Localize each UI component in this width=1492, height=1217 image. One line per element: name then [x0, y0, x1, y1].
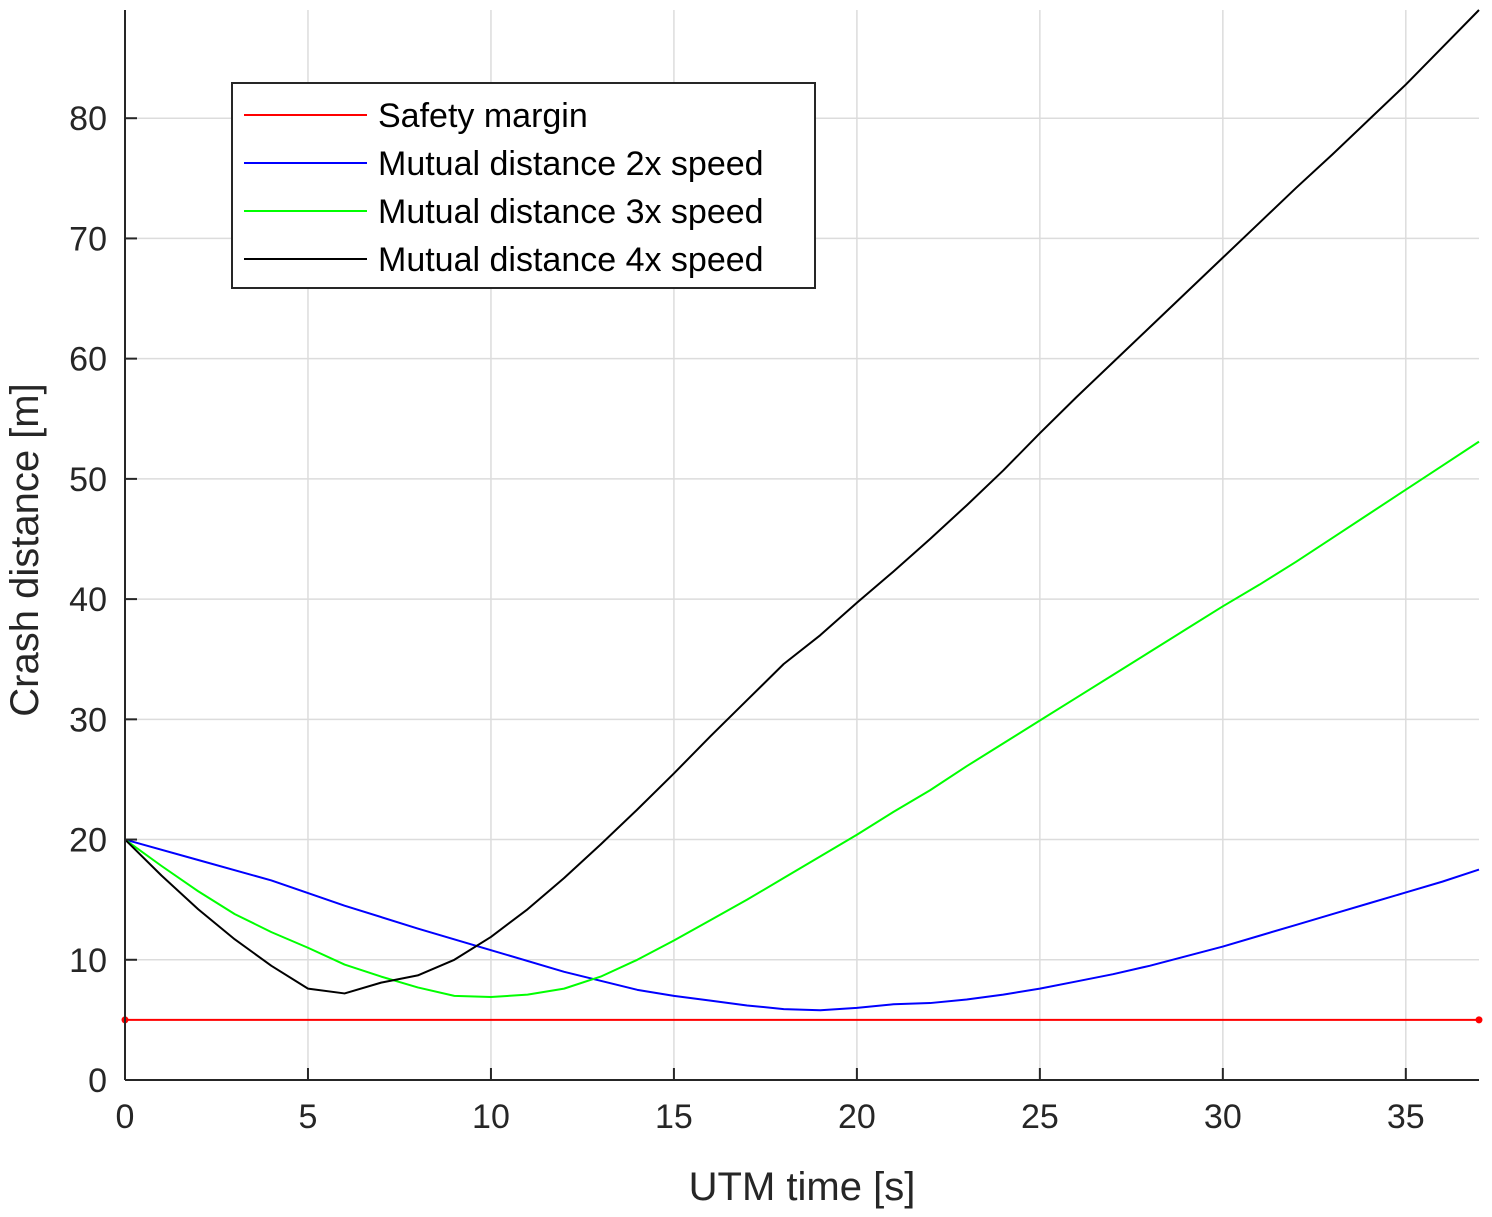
y-tick-label: 0	[88, 1062, 107, 1100]
legend-label-4: Mutual distance 4x speed	[378, 241, 764, 279]
series-line-2	[124, 838, 1480, 1012]
legend-label-2: Mutual distance 2x speed	[378, 145, 764, 183]
legend: Safety margin Mutual distance 2x speed Mut…	[231, 82, 816, 289]
y-tick-label: 20	[69, 822, 107, 860]
y-tick-label: 80	[69, 100, 107, 138]
x-tick-label: 5	[299, 1098, 318, 1136]
x-tick-label: 10	[472, 1098, 510, 1136]
y-tick-label: 30	[69, 701, 107, 739]
legend-box	[231, 82, 816, 289]
axes	[124, 10, 1479, 1081]
series-lines	[121, 9, 1483, 1024]
legend-label-3: Mutual distance 3x speed	[378, 193, 764, 231]
x-tick-label: 30	[1204, 1098, 1242, 1136]
y-tick-label: 40	[69, 581, 107, 619]
y-tick-label: 70	[69, 220, 107, 258]
x-tick-label: 20	[838, 1098, 876, 1136]
legend-label-1: Safety margin	[378, 97, 588, 135]
y-tick-label: 60	[69, 341, 107, 379]
x-axis-title: UTM time [s]	[689, 1165, 916, 1209]
series-line-3	[124, 440, 1480, 999]
x-tick-label: 25	[1021, 1098, 1059, 1136]
x-tick-label: 0	[116, 1098, 135, 1136]
y-axis-title: Crash distance [m]	[3, 383, 47, 716]
series-line-4	[124, 9, 1480, 995]
y-tick-label: 50	[69, 461, 107, 499]
x-tick-label: 15	[655, 1098, 693, 1136]
series-end-marker	[1475, 1016, 1483, 1024]
tick-labels: 0 5 10 15 20 25 30 35 0 10 20 30 40 50 60 70 80	[69, 100, 1425, 1136]
y-tick-label: 10	[69, 942, 107, 980]
x-tick-label: 35	[1387, 1098, 1425, 1136]
